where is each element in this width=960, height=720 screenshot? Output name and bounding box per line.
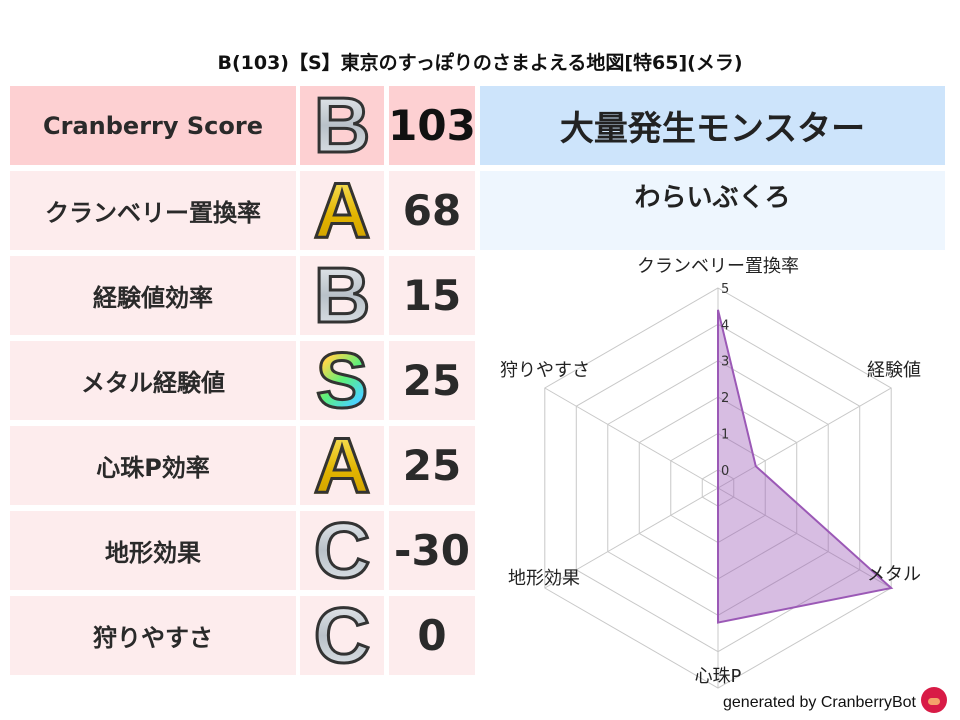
radar-series [717,309,894,624]
event-monster: わらいぶくろ [480,171,945,250]
row-value: 15 [389,256,475,335]
row-label: 狩りやすさ [10,596,296,675]
tick-label: 4 [721,318,729,333]
grid-spoke [717,387,892,489]
grade-badge: B [300,80,384,171]
grade-badge: A [300,420,384,511]
axis-label: 経験値 [867,360,921,381]
grade-badge: B [300,250,384,341]
page-title: B(103)【S】東京のすっぽりのさまよえる地図[特65](メラ) [217,52,743,74]
row-label: 地形効果 [10,511,296,590]
grade-letter: C [312,505,371,596]
grade-letter: C [312,590,371,681]
grade-badge: C [300,505,384,596]
grade-letter: B [312,80,371,171]
axis-label: 狩りやすさ [500,360,590,381]
row-value: 103 [388,86,476,165]
grade-letter: S [314,335,369,426]
tick-label: 1 [721,427,729,442]
row-value: -30 [389,511,475,590]
grade-letter: A [312,165,371,256]
axis-label: 心珠P [695,666,742,687]
row-label: メタル経験値 [10,341,296,420]
grade-badge: S [300,335,384,426]
row-value: 0 [389,596,475,675]
row-value: 68 [389,171,475,250]
event-header: 大量発生モンスター [480,86,945,165]
tick-label: 0 [721,464,729,479]
axis-label: クランベリー置換率 [637,256,799,277]
grid-spoke [544,387,719,489]
grade-letter: B [312,250,371,341]
tick-label: 3 [721,355,729,370]
tick-label: 2 [721,391,729,406]
row-value: 25 [389,341,475,420]
row-value: 25 [389,426,475,505]
footer-text: generated by CranberryBot [723,694,916,711]
tick-label: 5 [721,282,729,297]
grid-spoke [544,487,719,589]
row-label: Cranberry Score [10,86,296,165]
row-label: 心珠P効率 [10,426,296,505]
cranberry-bot-icon [921,687,947,713]
row-label: 経験値効率 [10,256,296,335]
grid-spoke [717,487,892,589]
axis-label: メタル [867,564,921,585]
row-label: クランベリー置換率 [10,171,296,250]
grade-badge: A [300,165,384,256]
grade-letter: A [312,420,371,511]
axis-label: 地形効果 [508,568,580,589]
grade-badge: C [300,590,384,681]
